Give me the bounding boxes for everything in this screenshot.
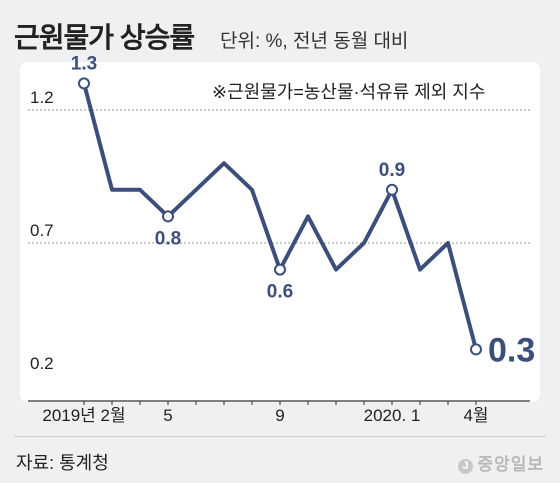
line-layer (82, 81, 478, 352)
y-tick-label: 0.2 (30, 354, 54, 373)
chart-unit: 단위: %, 전년 동월 대비 (220, 31, 409, 52)
data-label: 1.3 (71, 53, 97, 74)
y-tick-label: 1.2 (30, 88, 54, 107)
label-layer: 1.3 0.8 0.6 0.9 0.3 (71, 53, 535, 369)
grid-layer (28, 109, 530, 244)
chart-note: ※근원물가=농산물·석유류 제외 지수 (212, 82, 486, 102)
data-point-marker (470, 343, 482, 356)
x-tick-label: 2020. 1 (364, 406, 421, 425)
chart-panel (20, 62, 540, 402)
chart-header: 근원물가 상승률 단위: %, 전년 동월 대비 (0, 0, 560, 62)
data-point-marker (78, 77, 90, 90)
series-line (82, 81, 478, 352)
axis-layer: 0.2 0.7 1.2 2019년 2월 5 9 2020. 1 4월 (28, 88, 530, 425)
brand-logo: J 중앙일보 (458, 450, 544, 475)
data-label: 0.3 (488, 331, 535, 369)
footer-divider (14, 436, 546, 437)
data-label: 0.8 (155, 228, 181, 249)
data-label: 0.9 (379, 160, 405, 181)
marker-layer (78, 77, 482, 356)
x-tick-label: 2019년 2월 (42, 406, 125, 425)
brand-name: 중앙일보 (477, 455, 544, 474)
data-label: 0.6 (267, 282, 293, 303)
data-point-marker (274, 263, 286, 276)
chart-title: 근원물가 상승률 (14, 22, 195, 53)
x-tick-label: 4월 (463, 406, 488, 425)
x-tick-label: 5 (163, 406, 172, 425)
y-tick-label: 0.7 (30, 221, 54, 240)
source-text: 자료: 통계청 (16, 453, 109, 473)
brand-mark-icon: J (458, 459, 474, 474)
data-point-marker (386, 183, 398, 196)
x-tick-label: 9 (275, 406, 284, 425)
data-point-marker (162, 210, 174, 223)
